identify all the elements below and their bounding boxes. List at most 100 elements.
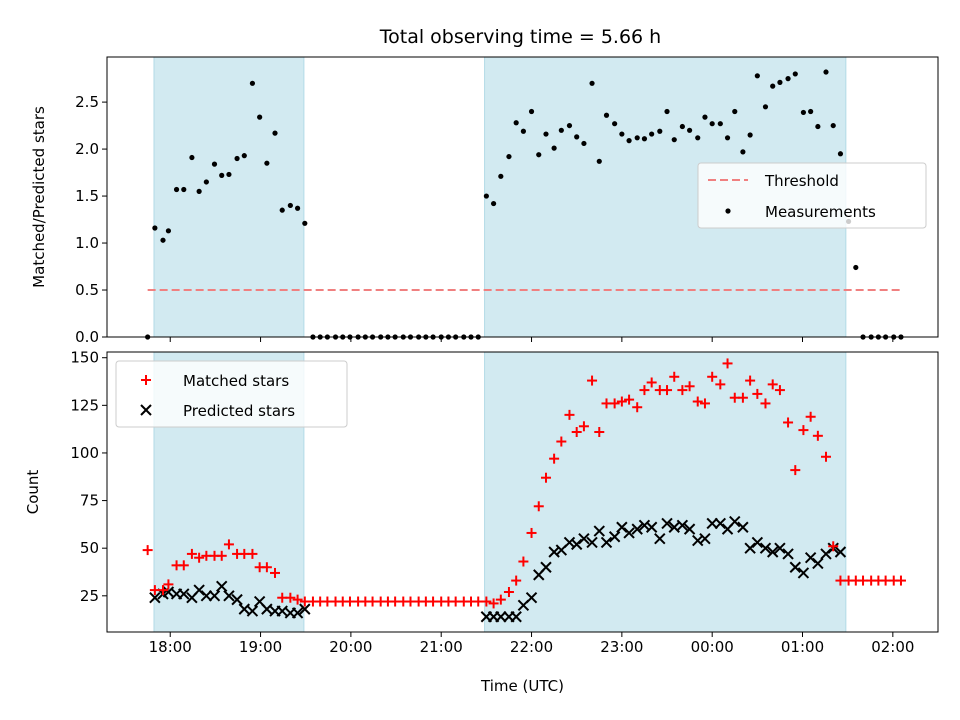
measurement-point — [483, 193, 489, 199]
matched-point — [812, 430, 823, 441]
matched-point — [715, 379, 726, 390]
matched-point — [495, 594, 506, 605]
predicted-point — [714, 517, 727, 530]
predicted-point — [193, 584, 205, 596]
measurement-point — [506, 153, 512, 160]
measurement-point — [203, 179, 209, 185]
measurement-point — [589, 80, 595, 86]
x-marker-b — [548, 546, 560, 558]
measurement-point — [234, 155, 240, 162]
measurement-point — [302, 220, 308, 226]
x-tick-label: 00:00 — [691, 638, 734, 656]
x-marker-b — [804, 552, 817, 564]
x-marker-b — [140, 404, 152, 416]
predicted-point — [737, 521, 749, 533]
matched-point — [142, 545, 153, 556]
predicted-point — [706, 517, 718, 530]
x-tick-label: 02:00 — [871, 638, 914, 656]
matched-point — [194, 552, 205, 563]
measurement-point — [709, 121, 715, 127]
measurement-point — [226, 171, 232, 178]
measurement-point — [641, 136, 648, 142]
matched-point — [820, 451, 831, 462]
matched-point — [722, 358, 733, 369]
predicted-point — [238, 603, 251, 615]
x-marker-b — [623, 527, 635, 539]
predicted-point — [208, 590, 221, 602]
measurement-point — [770, 83, 776, 89]
x-marker-b — [510, 611, 522, 623]
matched-point — [707, 371, 718, 382]
x-marker-b — [238, 603, 251, 615]
matched-point — [270, 567, 281, 578]
measurement-point — [264, 160, 270, 166]
matched-point — [578, 421, 589, 432]
x-marker-b — [200, 590, 213, 602]
matched-point — [798, 425, 809, 436]
predicted-point — [804, 552, 817, 564]
measurement-point — [792, 71, 798, 77]
x-tick-label: 23:00 — [600, 638, 643, 656]
predicted-point — [744, 542, 756, 554]
y-tick-label: 1.0 — [75, 234, 99, 252]
x-marker-b — [729, 515, 741, 528]
predicted-point — [223, 590, 235, 602]
measurement-point — [513, 120, 519, 126]
measurement-point — [574, 134, 580, 140]
x-marker-b — [812, 557, 824, 570]
matched-point — [549, 453, 560, 464]
predicted-point — [661, 517, 673, 530]
matched-point — [158, 585, 169, 596]
x-marker-b — [797, 567, 810, 579]
predicted-point — [631, 523, 643, 535]
measurement-point — [160, 237, 166, 243]
measurement-point — [777, 79, 783, 85]
measurement-point — [272, 130, 278, 136]
y-tick-label: 0.5 — [75, 281, 99, 299]
measurement-point — [603, 112, 610, 118]
predicted-point — [261, 603, 273, 615]
matched-point — [488, 598, 499, 609]
predicted-point — [782, 548, 794, 560]
matched-point — [639, 385, 650, 396]
x-marker-b — [676, 519, 689, 532]
measurement-point — [551, 145, 557, 151]
measurement-point — [732, 108, 738, 115]
x-marker-b — [766, 546, 779, 558]
legend-matched-swatch — [141, 375, 151, 385]
axes-frame — [106, 351, 939, 633]
predicted-point — [766, 546, 779, 558]
measurement-point — [612, 121, 618, 127]
y-tick-label: 100 — [70, 444, 99, 462]
x-marker-b — [782, 548, 794, 560]
x-marker-b — [223, 590, 235, 602]
matched-point — [481, 596, 492, 607]
measurement-point — [747, 132, 753, 138]
measurement-point — [196, 188, 202, 194]
x-marker-b — [616, 521, 628, 533]
matched-point — [745, 375, 756, 386]
measurement-point — [287, 202, 293, 209]
matched-point — [503, 587, 514, 597]
x-marker-b — [216, 580, 228, 592]
matched-point — [632, 402, 643, 413]
x-marker-b — [253, 595, 266, 608]
measurement-point — [785, 76, 791, 82]
measurement-point — [558, 127, 564, 133]
measurement-point — [189, 154, 195, 161]
predicted-point — [200, 590, 213, 602]
x-marker-b — [759, 542, 772, 554]
measurement-point — [754, 73, 760, 79]
measurement-point — [528, 108, 535, 115]
x-marker-b — [178, 588, 190, 600]
matched-point — [285, 592, 296, 603]
legend-predicted-label: Predicted stars — [183, 402, 295, 420]
measurement-point — [762, 104, 769, 110]
predicted-point — [510, 611, 522, 623]
x-marker-b — [706, 517, 718, 530]
x-marker-b — [193, 584, 205, 596]
predicted-point — [276, 605, 288, 617]
x-marker-b — [593, 525, 605, 537]
matched-point — [737, 392, 748, 403]
